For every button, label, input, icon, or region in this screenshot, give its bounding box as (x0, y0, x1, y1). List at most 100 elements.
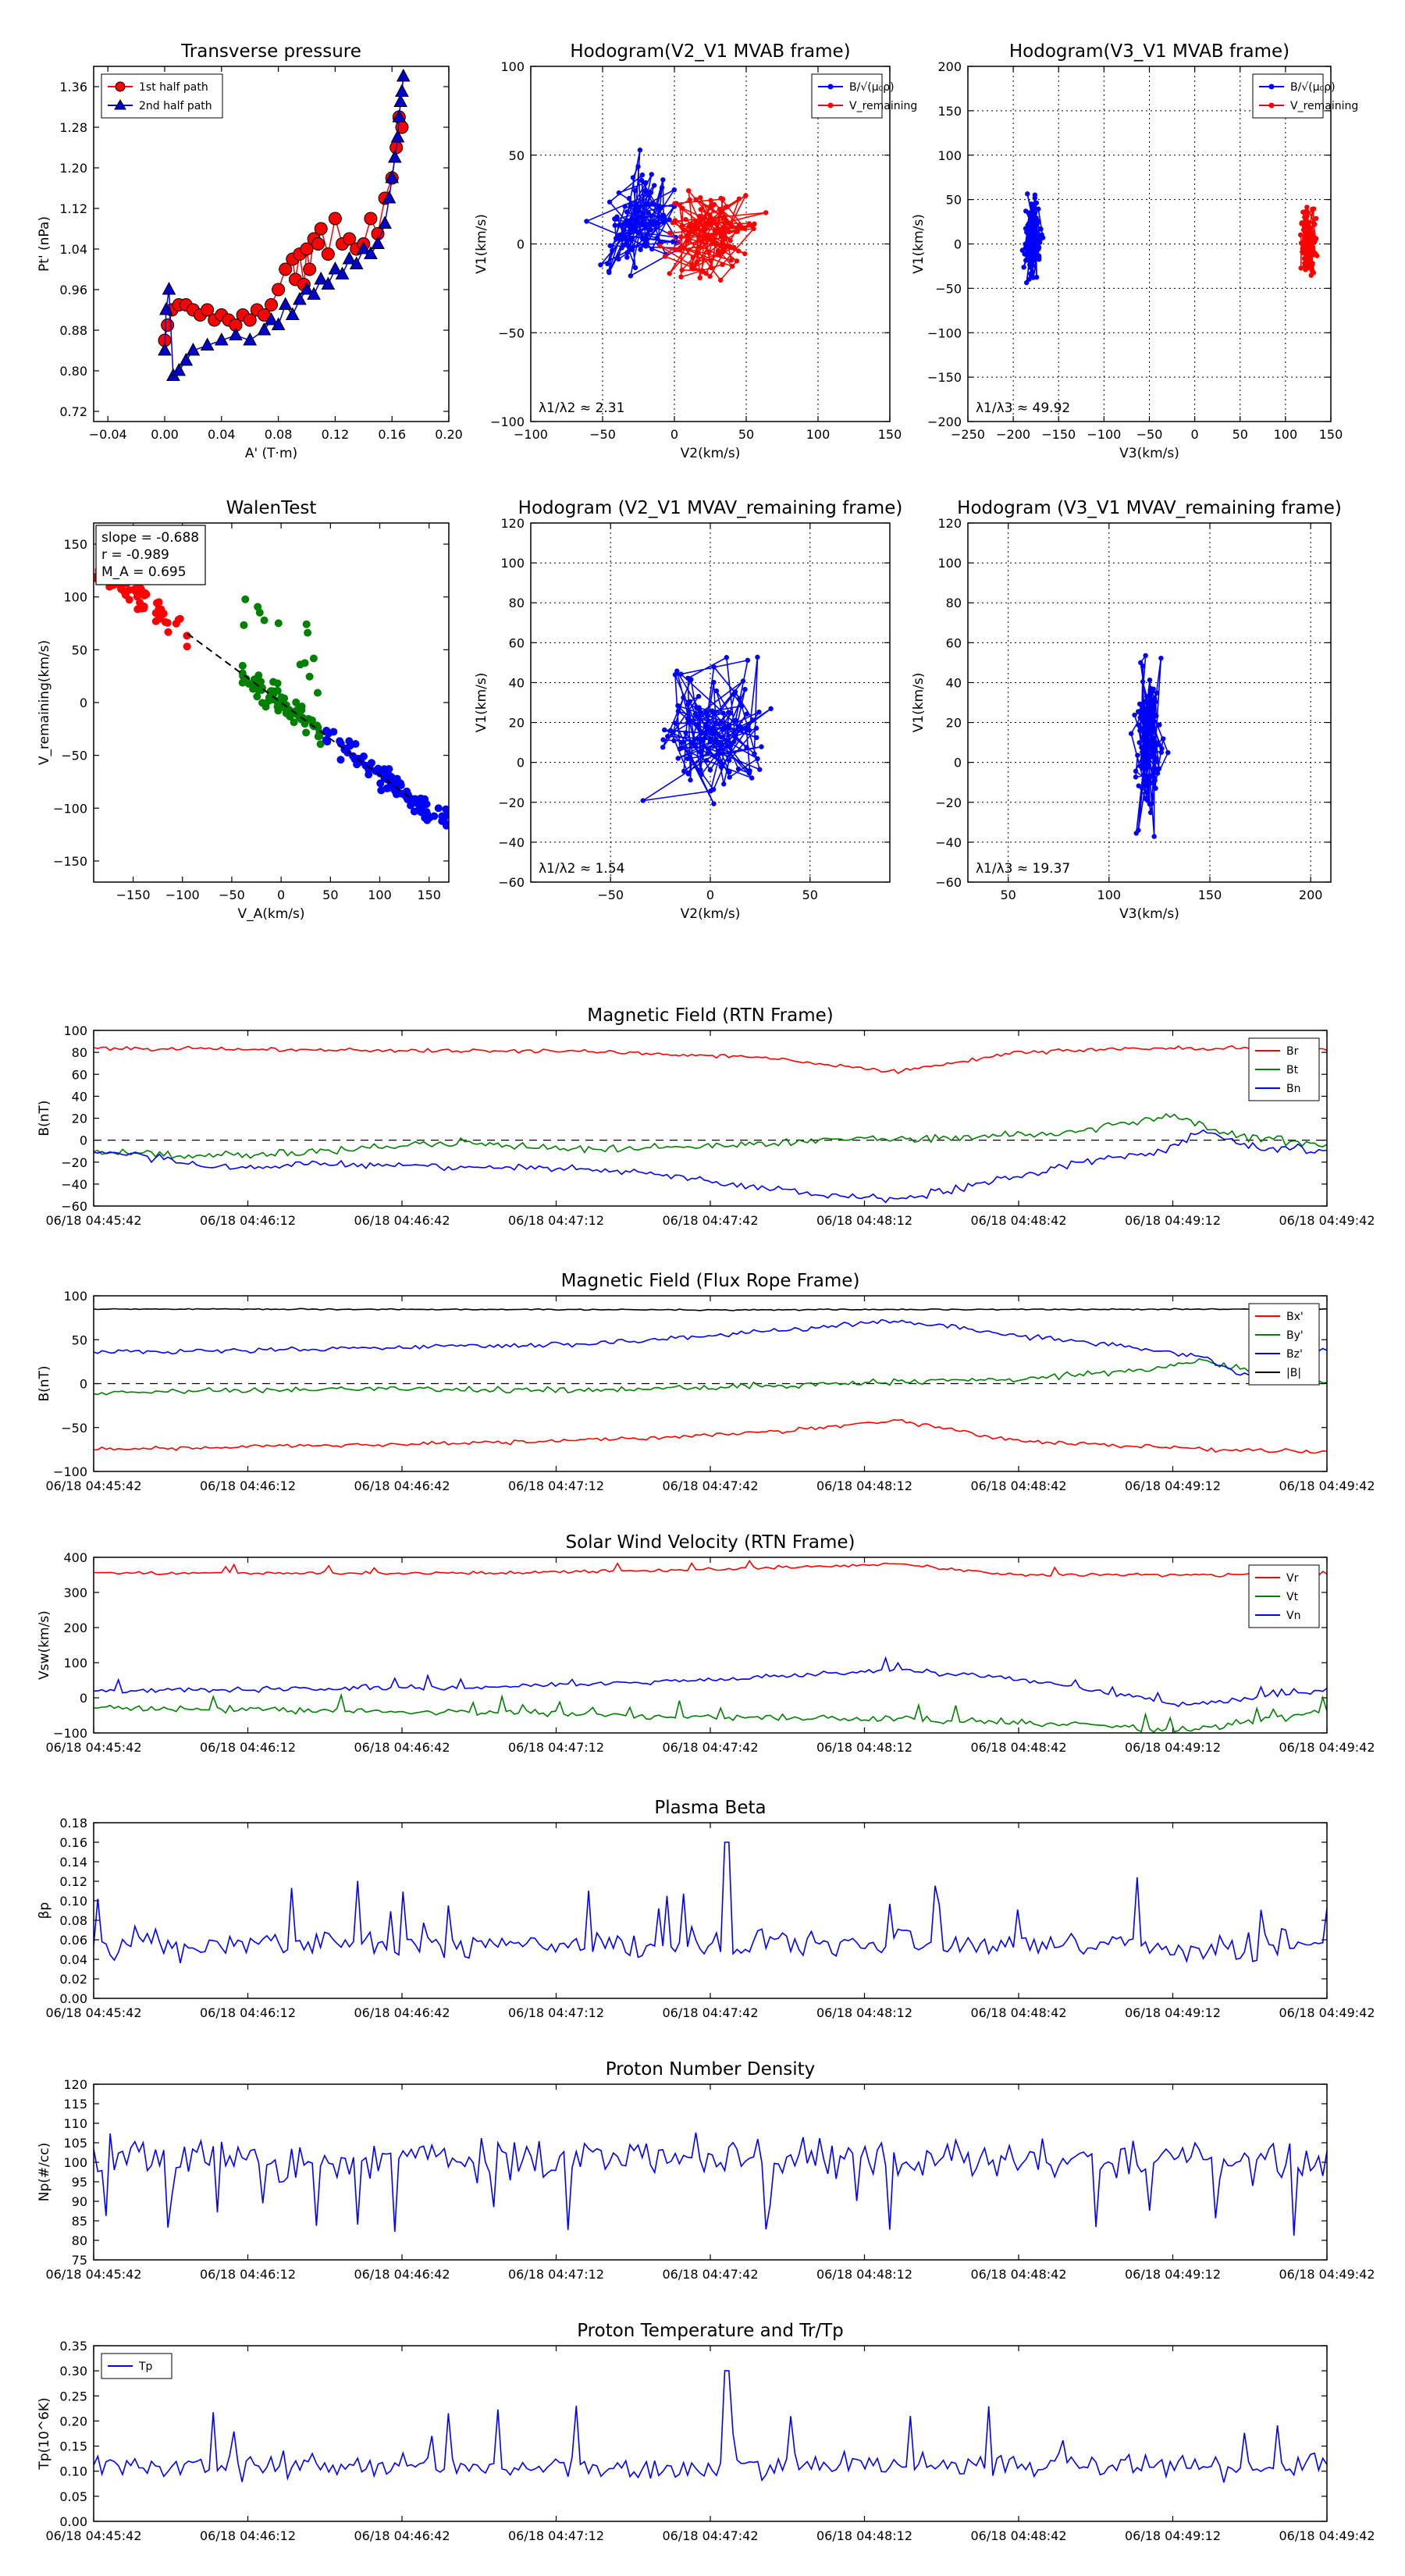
data-point (434, 804, 443, 813)
y-tick-label: 80 (946, 596, 962, 610)
data-point (642, 201, 649, 207)
data-point (359, 752, 368, 760)
data-point (336, 737, 344, 745)
data-point (243, 332, 258, 346)
data-point (240, 621, 248, 629)
data-point (651, 222, 657, 228)
data-point (1300, 209, 1306, 215)
data-point (174, 615, 183, 624)
data-point (1030, 225, 1036, 231)
data-point (692, 711, 698, 717)
data-point (1144, 790, 1150, 795)
chart-h3: Hodogram (V2_V1 MVAV_remaining frame) −60… (474, 498, 902, 922)
data-point (1312, 251, 1318, 257)
y-tick-label: 0 (80, 696, 87, 710)
y-tick-label: 0.25 (59, 2389, 87, 2403)
data-point (656, 203, 662, 209)
y-tick-label: 1.12 (59, 201, 87, 216)
data-point (660, 745, 666, 750)
data-point (716, 252, 722, 258)
data-point (735, 226, 741, 231)
data-point (687, 197, 692, 203)
data-point (675, 756, 681, 761)
data-point (321, 247, 335, 261)
data-point (722, 214, 727, 219)
data-point (1147, 809, 1154, 816)
data-point (642, 188, 648, 194)
chart-title: Magnetic Field (RTN Frame) (587, 1005, 834, 1026)
y-tick-label: 150 (63, 537, 87, 552)
data-point (667, 217, 672, 222)
data-point (1024, 257, 1030, 262)
time-tick-label: 06/18 04:45:42 (45, 2528, 141, 2543)
data-point (607, 243, 613, 248)
data-point (642, 239, 649, 245)
data-point (724, 655, 730, 660)
chart-np: Proton Number Density 75 80 85 90 95 100 105 110… (37, 2059, 1375, 2282)
data-point (1030, 248, 1037, 254)
time-tick-label: 06/18 04:49:42 (1279, 1213, 1375, 1228)
legend: B/√(μ₀ρ) V_remaining (811, 73, 917, 119)
data-point (694, 259, 699, 265)
data-point (322, 735, 330, 744)
time-tick-label: 06/18 04:49:42 (1279, 1478, 1375, 1493)
data-point (1153, 699, 1158, 705)
data-point (710, 708, 715, 713)
data-point (1149, 801, 1154, 806)
data-point (309, 654, 318, 663)
data-point (1153, 742, 1159, 748)
y-tick-label: 0 (954, 756, 962, 770)
data-point (1165, 749, 1171, 756)
y-tick-label: 100 (500, 556, 525, 571)
data-point (156, 613, 165, 621)
data-point (693, 219, 699, 225)
y-tick-label: 120 (937, 516, 962, 531)
data-point (746, 221, 752, 226)
data-point (442, 820, 449, 829)
data-point (410, 807, 418, 816)
data-point (678, 274, 684, 279)
time-tick-label: 06/18 04:46:12 (200, 1740, 296, 1755)
y-axis-label: V1(km/s) (911, 214, 927, 274)
time-tick-label: 06/18 04:48:42 (970, 2267, 1066, 2282)
data-point (665, 734, 670, 739)
y-tick-label: −50 (61, 1421, 87, 1436)
y-tick-label: 80 (509, 596, 525, 610)
data-point (712, 753, 718, 759)
data-point (1148, 700, 1154, 706)
data-point (328, 261, 343, 275)
data-point (158, 301, 173, 315)
data-point (673, 247, 678, 253)
data-point (726, 220, 731, 226)
data-point (727, 244, 733, 249)
data-point (1030, 201, 1036, 208)
data-point (1036, 206, 1041, 212)
y-tick-label: 110 (63, 2116, 87, 2131)
data-point (164, 628, 173, 636)
legend: Br Bt Bn (1248, 1037, 1320, 1101)
y-tick-label: 60 (946, 635, 962, 650)
data-point (1144, 694, 1150, 699)
data-point (328, 212, 342, 226)
chart-walen: WalenTest −150 −100 −50 0 50 100 150 V_remaining… (37, 498, 450, 922)
legend: Bx' By' Bz' |B| (1248, 1303, 1320, 1386)
y-tick-label: 40 (946, 675, 962, 690)
data-point (655, 221, 661, 226)
data-point (1024, 229, 1030, 235)
data-point (694, 736, 700, 742)
eigen-ratio-annotation: λ1/λ3 ≈ 19.37 (976, 861, 1070, 877)
data-point (393, 94, 407, 107)
data-point (718, 210, 724, 215)
legend-label: By' (1286, 1329, 1304, 1342)
data-point (718, 764, 724, 770)
plot-frame (967, 66, 1332, 422)
y-tick-label: 200 (937, 59, 962, 74)
data-point (629, 247, 635, 253)
data-point (351, 740, 360, 749)
data-point (697, 710, 703, 715)
data-point (710, 220, 715, 226)
plot-frame (93, 2083, 1328, 2261)
y-tick-label: 0.15 (59, 2439, 87, 2454)
series-line-Bz' (94, 1318, 1327, 1376)
data-point (713, 240, 720, 246)
